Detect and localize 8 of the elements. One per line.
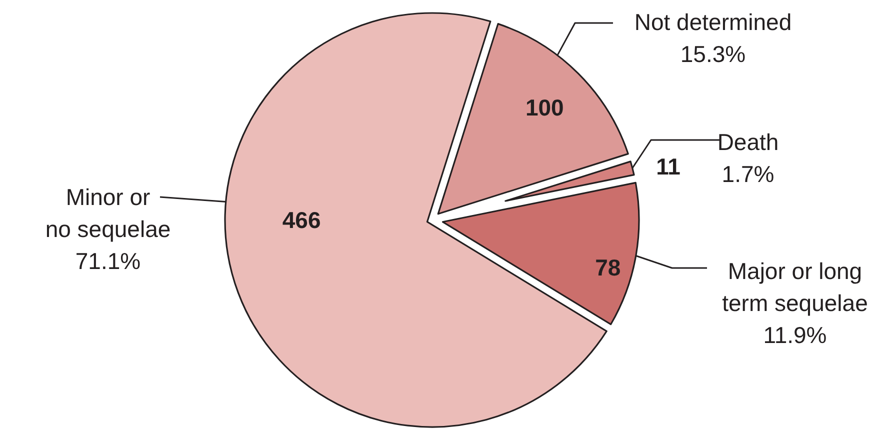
data-label: 11 [656, 154, 681, 180]
data-label: 100 [525, 94, 564, 120]
slice-label: Minor or no sequelae 71.1% [45, 184, 171, 274]
data-label: 78 [595, 254, 621, 280]
slice-label: Not determined 15.3% [634, 9, 792, 67]
slice-label: Major or long term sequelae 11.9% [722, 258, 868, 348]
data-label: 466 [282, 207, 321, 234]
slice-label: Death 1.7% [717, 129, 779, 187]
